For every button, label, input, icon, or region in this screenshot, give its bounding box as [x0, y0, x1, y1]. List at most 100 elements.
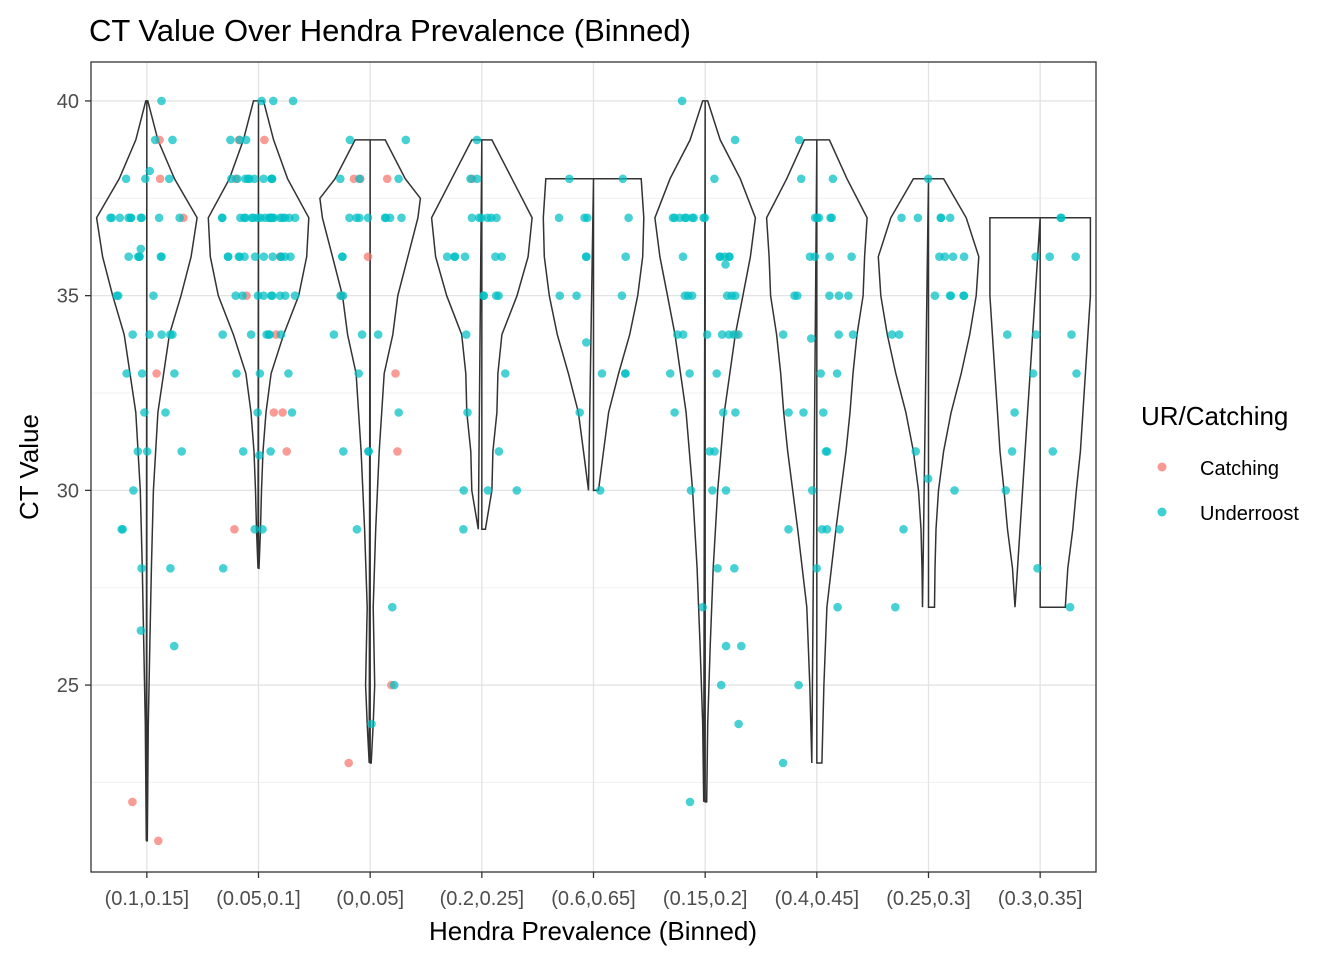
point-underroost — [945, 213, 955, 223]
point-underroost — [142, 447, 152, 456]
point-underroost — [491, 252, 500, 261]
point-catching — [260, 135, 269, 145]
point-underroost — [1010, 408, 1019, 417]
point-underroost — [246, 330, 256, 339]
point-underroost — [718, 408, 728, 417]
x-tick-label: (0,0.05] — [336, 888, 404, 910]
point-underroost — [276, 330, 286, 339]
point-underroost — [122, 369, 131, 378]
point-underroost — [164, 174, 174, 184]
point-underroost — [1003, 330, 1012, 339]
point-underroost — [463, 408, 472, 417]
point-underroost — [157, 330, 166, 339]
point-underroost — [688, 213, 697, 223]
point-underroost — [848, 330, 858, 339]
point-underroost — [720, 252, 729, 261]
point-underroost — [258, 525, 267, 534]
point-underroost — [338, 291, 348, 301]
point-underroost — [565, 174, 574, 184]
point-underroost — [106, 213, 115, 223]
point-underroost — [497, 252, 507, 261]
point-underroost — [460, 252, 470, 261]
point-underroost — [397, 213, 406, 223]
point-underroost — [269, 96, 278, 106]
point-underroost — [459, 525, 468, 534]
point-underroost — [137, 564, 146, 573]
point-underroost — [501, 369, 510, 378]
point-underroost — [232, 369, 241, 378]
y-tick-label: 40 — [57, 91, 79, 113]
point-underroost — [844, 291, 853, 301]
point-underroost — [226, 135, 235, 145]
point-underroost — [894, 330, 904, 339]
x-tick-label: (0.05,0.1] — [216, 888, 301, 910]
point-underroost — [259, 174, 268, 184]
point-underroost — [267, 291, 276, 301]
point-underroost — [265, 213, 275, 223]
y-axis-title: CT Value — [14, 414, 44, 520]
point-underroost — [238, 447, 248, 456]
point-underroost — [115, 213, 125, 223]
point-underroost — [149, 291, 158, 301]
point-underroost — [338, 252, 347, 261]
point-underroost — [234, 252, 244, 261]
point-underroost — [682, 213, 691, 223]
y-tick-label: 35 — [57, 286, 79, 308]
point-underroost — [1033, 564, 1042, 573]
point-underroost — [959, 291, 968, 301]
violin-(0,0.05] — [319, 139, 422, 764]
point-underroost — [595, 486, 605, 495]
point-underroost — [665, 369, 675, 378]
point-catching — [344, 758, 354, 768]
point-underroost — [618, 174, 628, 184]
point-underroost — [472, 135, 482, 145]
point-underroost — [231, 291, 240, 301]
point-underroost — [259, 252, 269, 261]
legend: UR/Catching Catching Underroost — [1141, 401, 1299, 525]
point-underroost — [812, 213, 822, 223]
point-underroost — [621, 252, 630, 261]
point-catching — [391, 369, 400, 378]
point-underroost — [169, 641, 179, 651]
point-underroost — [685, 369, 694, 378]
point-underroost — [140, 408, 149, 417]
point-underroost — [572, 291, 581, 301]
point-underroost — [129, 486, 138, 495]
point-underroost — [730, 564, 739, 573]
point-underroost — [935, 252, 944, 261]
point-underroost — [284, 369, 293, 378]
point-underroost — [218, 330, 227, 339]
point-underroost — [799, 408, 808, 417]
point-underroost — [133, 447, 143, 456]
point-underroost — [698, 602, 707, 612]
point-underroost — [136, 626, 146, 635]
point-underroost — [491, 291, 501, 301]
violin-(0.4,0.45] — [765, 139, 868, 764]
point-underroost — [580, 213, 589, 223]
point-underroost — [287, 408, 297, 417]
point-underroost — [582, 338, 591, 347]
point-underroost — [1072, 369, 1081, 378]
point-underroost — [217, 213, 227, 223]
point-underroost — [145, 166, 154, 176]
point-underroost — [401, 135, 411, 145]
violins — [95, 100, 1092, 842]
point-underroost — [466, 174, 475, 184]
point-catching — [363, 252, 373, 261]
point-underroost — [702, 330, 712, 339]
point-underroost — [686, 486, 696, 495]
point-underroost — [1007, 447, 1017, 456]
point-underroost — [784, 408, 793, 417]
point-underroost — [778, 758, 788, 768]
point-underroost — [891, 602, 900, 612]
x-axis-ticks: (0.1,0.15] (0.05,0.1] (0,0.05] (0.2,0.25] (0… — [105, 872, 1082, 910]
point-underroost — [254, 451, 264, 460]
point-underroost — [117, 525, 126, 534]
point-catching — [152, 369, 161, 378]
point-underroost — [483, 213, 492, 223]
point-underroost — [483, 486, 493, 495]
point-underroost — [253, 213, 262, 223]
point-underroost — [389, 680, 399, 690]
point-underroost — [834, 330, 843, 339]
point-underroost — [472, 174, 482, 184]
